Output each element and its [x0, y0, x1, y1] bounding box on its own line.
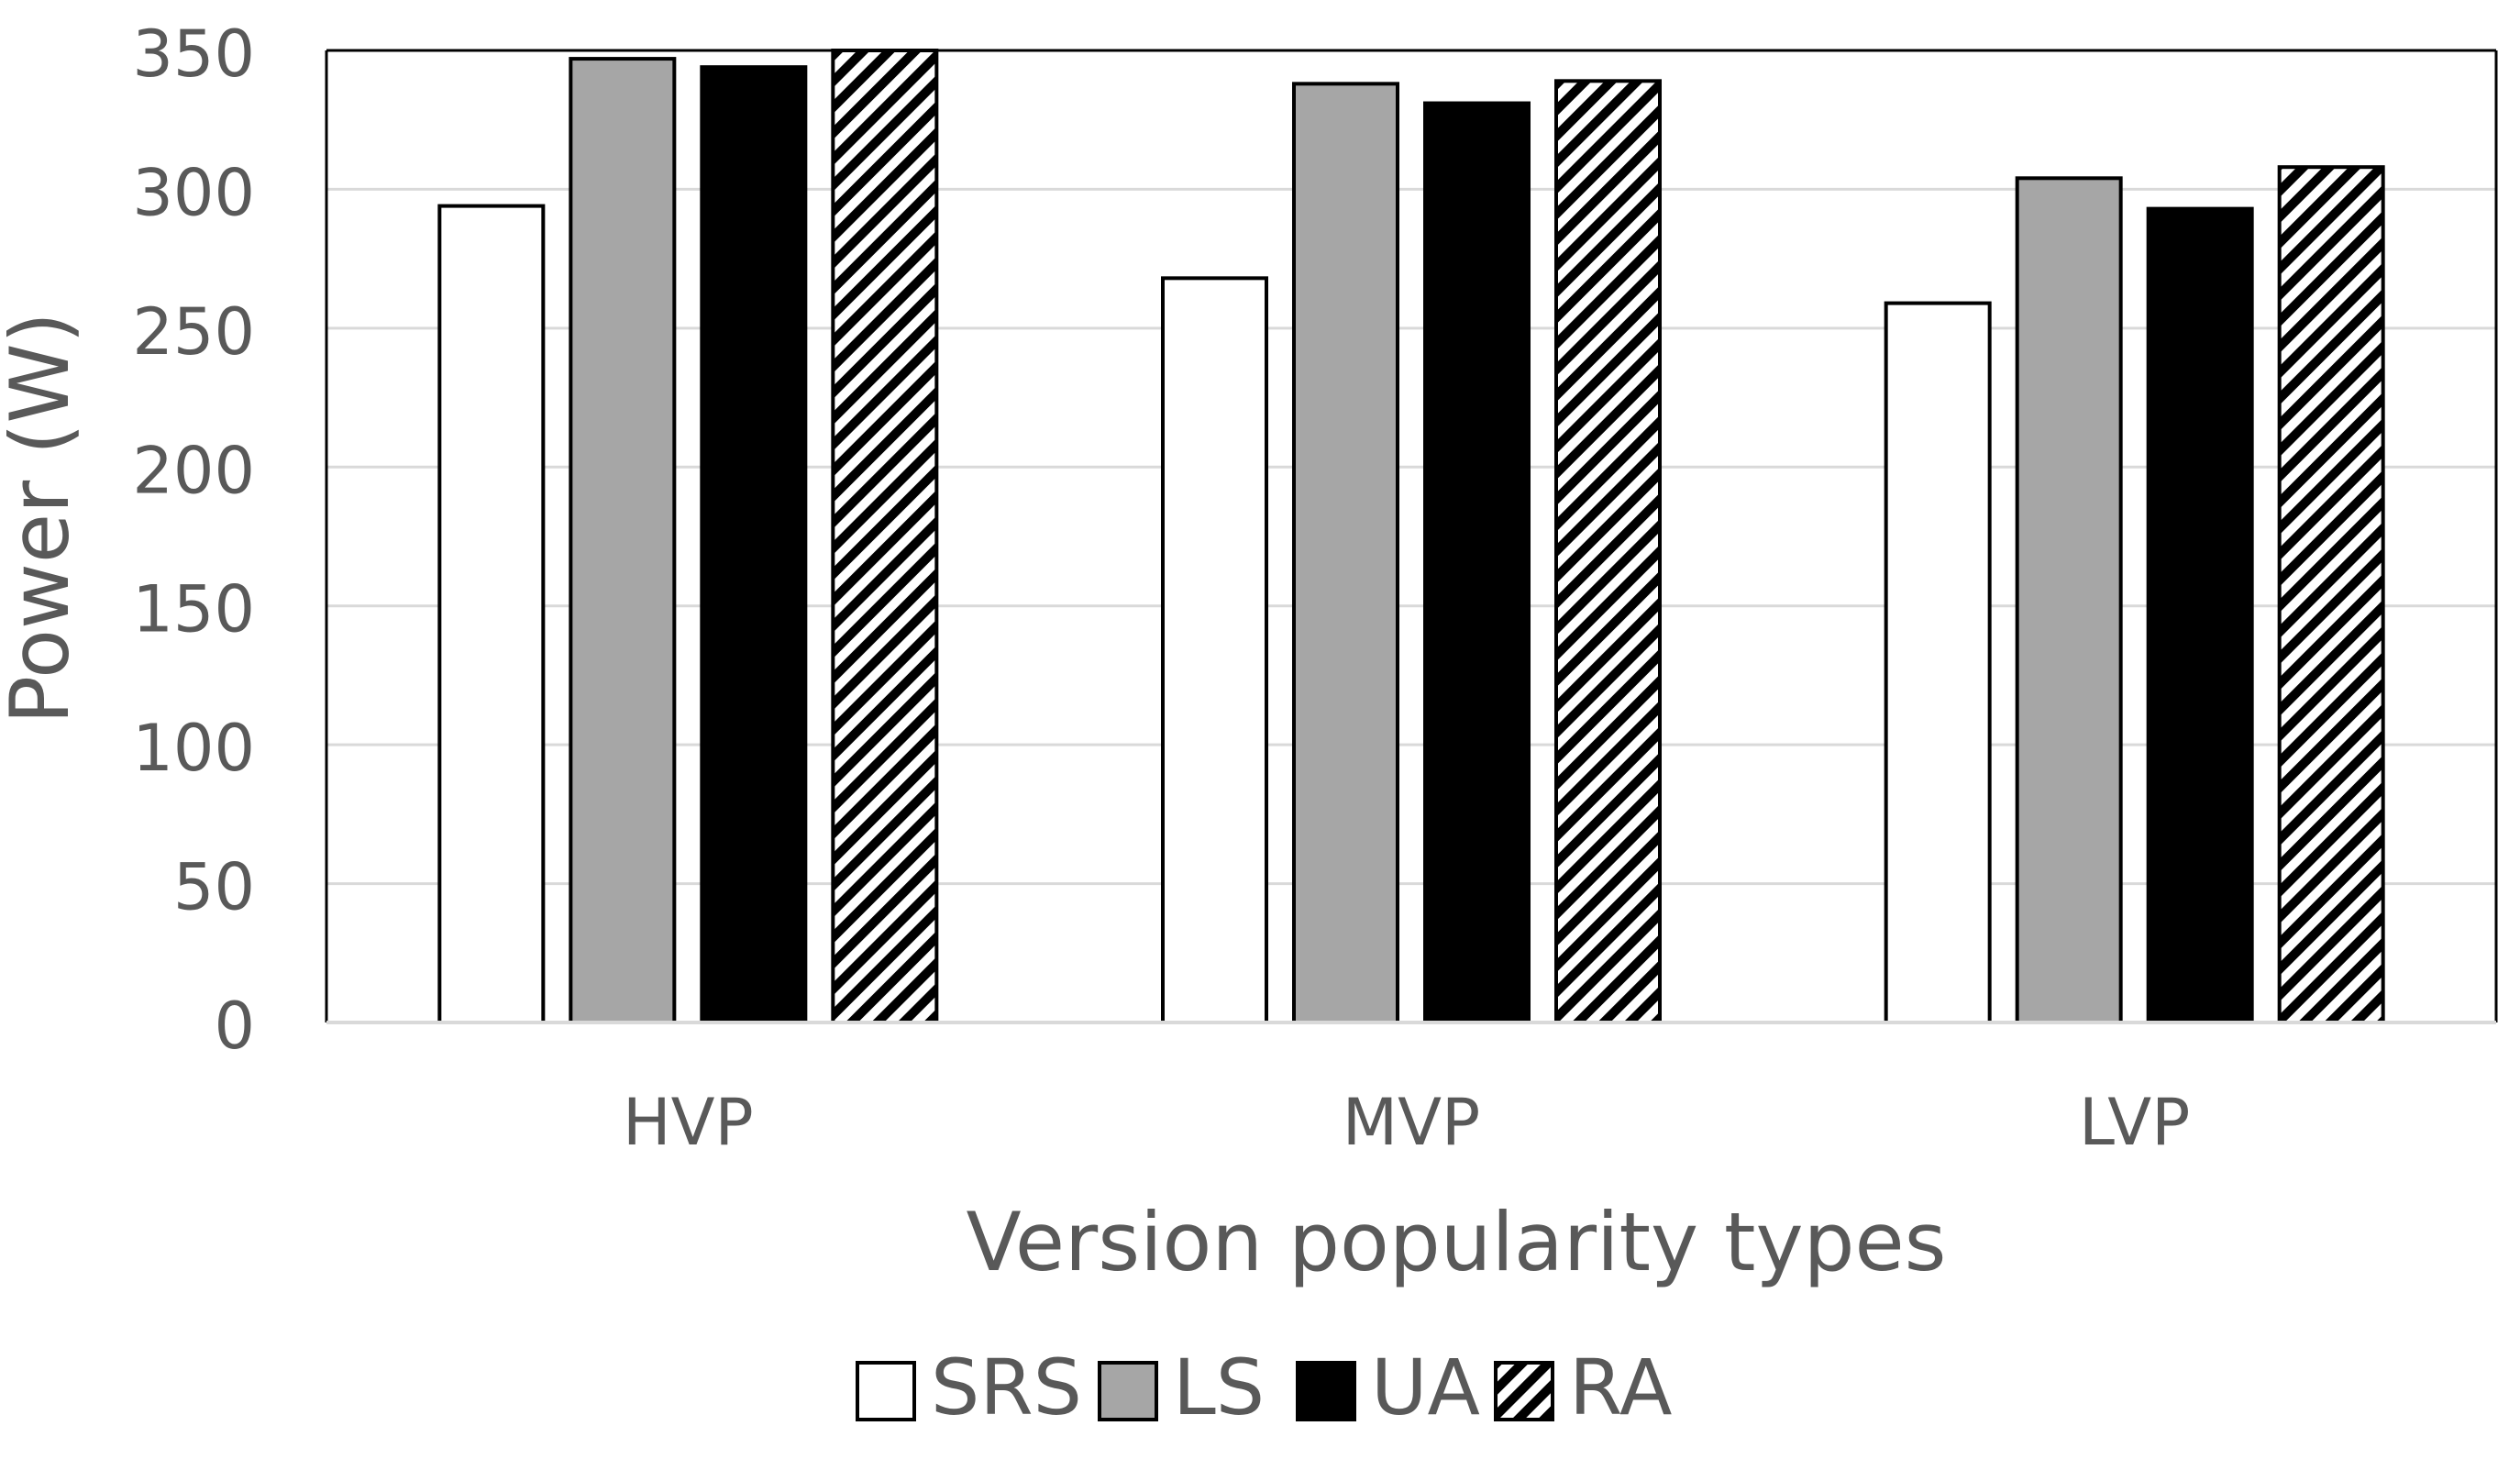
x-axis-title: Version popularity types	[967, 1195, 1947, 1289]
y-tick-label: 150	[132, 572, 255, 647]
bar-ls-lvp	[2015, 176, 2123, 1025]
y-tick-label: 350	[132, 17, 255, 92]
y-tick-label: 200	[132, 433, 255, 508]
bar-ls-hvp	[569, 57, 677, 1025]
legend-swatch-ua	[1296, 1361, 1356, 1421]
bar-srs-mvp	[1161, 276, 1268, 1025]
legend: SRS LS UA RA	[856, 1343, 1672, 1432]
bar-ua-hvp	[700, 65, 808, 1025]
y-tick-label: 0	[214, 989, 255, 1064]
bar-ua-mvp	[1423, 101, 1531, 1025]
x-tick-label: MVP	[1343, 1085, 1481, 1160]
bar-ua-lvp	[2146, 206, 2254, 1024]
legend-label-ua: UA	[1371, 1343, 1480, 1432]
bar-srs-lvp	[1884, 301, 1992, 1025]
y-tick-label: 300	[132, 155, 255, 230]
axes: 0 50 100 150 200 250 300 350 HVP MVP LVP	[132, 17, 2498, 1160]
y-tick-label: 250	[132, 294, 255, 370]
legend-label-srs: SRS	[931, 1343, 1082, 1432]
y-axis-title: Power (W)	[0, 312, 87, 724]
y-tick-label: 50	[173, 850, 255, 925]
x-tick-label: LVP	[2079, 1085, 2190, 1160]
legend-swatch-ls	[1098, 1361, 1158, 1421]
bars	[437, 49, 2385, 1025]
legend-label-ra: RA	[1569, 1343, 1672, 1432]
y-tick-label: 100	[132, 711, 255, 786]
x-tick-label: HVP	[623, 1085, 754, 1160]
legend-swatch-ra	[1494, 1361, 1554, 1421]
legend-swatch-srs	[856, 1361, 916, 1421]
bar-ra-mvp	[1554, 79, 1662, 1024]
bar-ra-hvp	[831, 49, 939, 1024]
bar-ls-mvp	[1292, 82, 1399, 1025]
legend-label-ls: LS	[1173, 1343, 1265, 1432]
bar-srs-hvp	[437, 204, 546, 1025]
bar-ra-lvp	[2277, 165, 2385, 1024]
